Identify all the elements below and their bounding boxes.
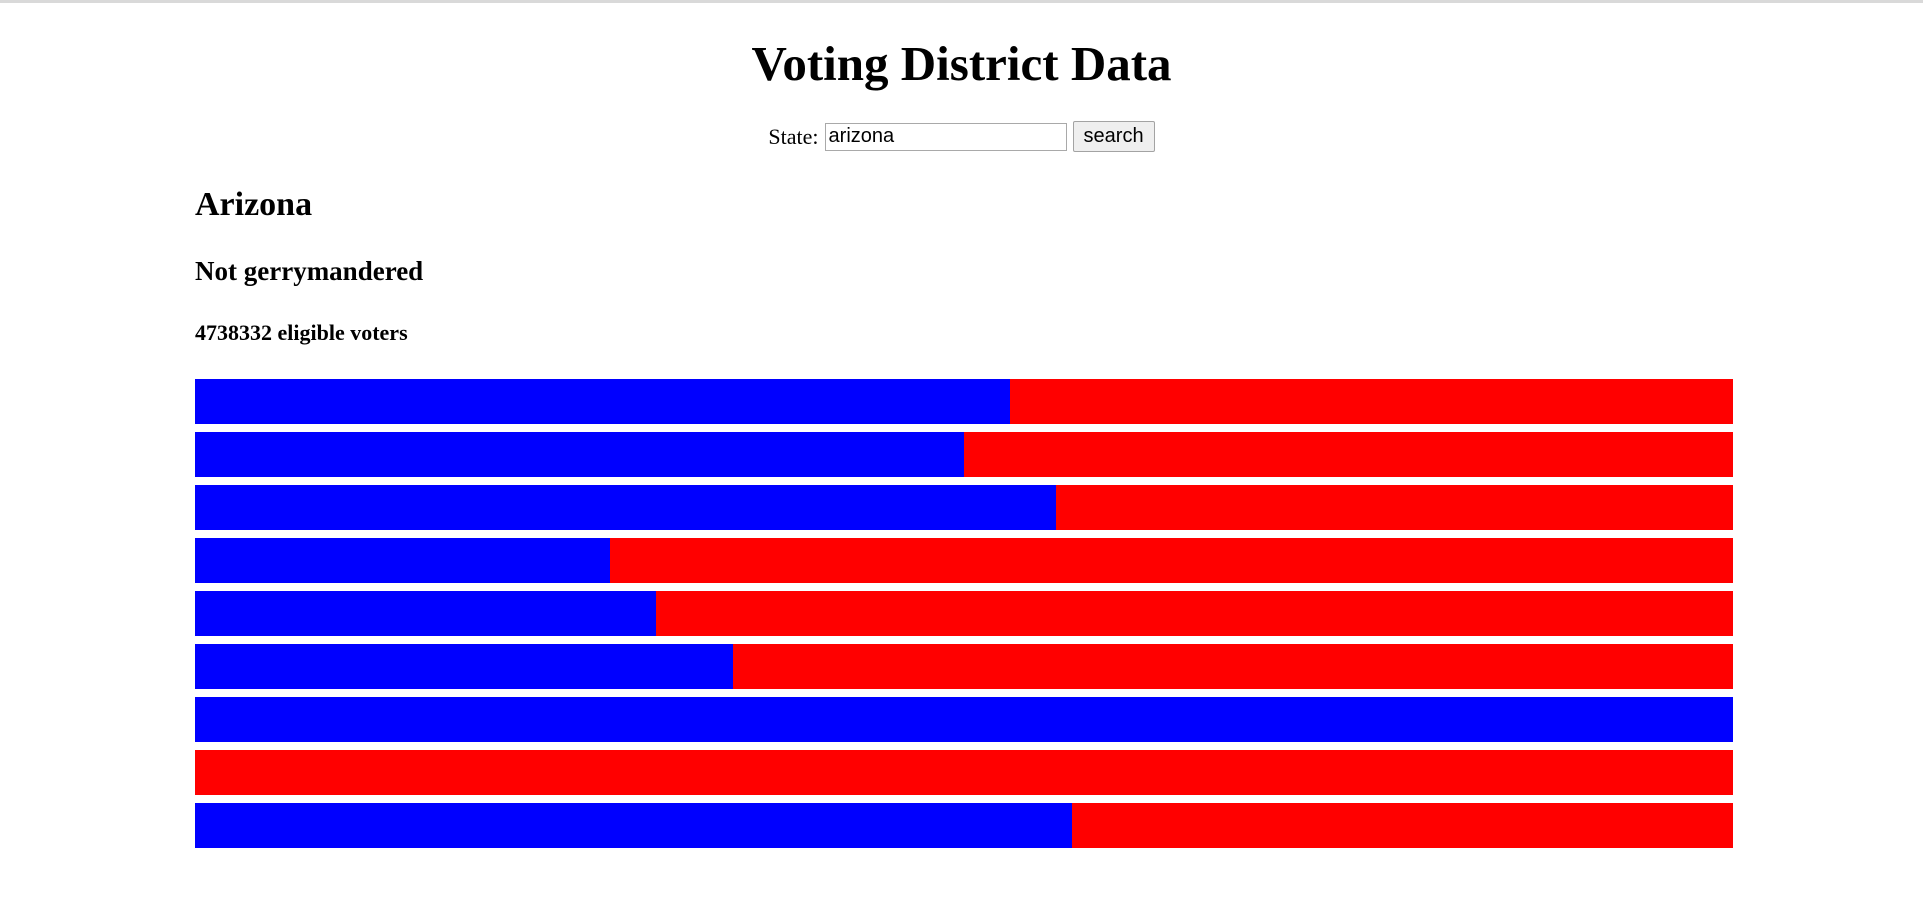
state-heading: Arizona — [195, 186, 313, 223]
top-divider — [0, 0, 1923, 3]
district-bar-blue-segment — [195, 803, 1072, 848]
district-bar-red-segment — [195, 750, 1733, 795]
district-bar-red-segment — [1010, 379, 1733, 424]
district-bar-red-segment — [610, 538, 1733, 583]
district-bar-blue-segment — [195, 432, 964, 477]
district-bar-9 — [195, 803, 1733, 848]
state-label: State: — [768, 123, 819, 149]
district-bar-6 — [195, 644, 1733, 689]
district-bar-blue-segment — [195, 697, 1733, 742]
district-bar-2 — [195, 432, 1733, 477]
district-bar-blue-segment — [195, 379, 1010, 424]
state-search-input[interactable] — [824, 122, 1067, 151]
district-bar-red-segment — [656, 591, 1733, 636]
district-bar-blue-segment — [195, 644, 733, 689]
district-bar-red-segment — [1056, 485, 1733, 530]
district-bar-7 — [195, 697, 1733, 742]
district-bar-red-segment — [733, 644, 1733, 689]
search-form: State: search — [0, 121, 1923, 152]
district-bar-5 — [195, 591, 1733, 636]
page-title: Voting District Data — [751, 36, 1172, 91]
eligible-voters-count: 4738332 eligible voters — [195, 320, 408, 345]
district-bar-red-segment — [964, 432, 1733, 477]
search-button[interactable]: search — [1072, 121, 1155, 152]
district-bars — [195, 379, 1733, 856]
district-bar-blue-segment — [195, 485, 1056, 530]
district-bar-blue-segment — [195, 591, 656, 636]
district-bar-blue-segment — [195, 538, 610, 583]
district-bar-red-segment — [1072, 803, 1733, 848]
district-bar-4 — [195, 538, 1733, 583]
gerrymander-status: Not gerrymandered — [195, 256, 424, 286]
district-bar-1 — [195, 379, 1733, 424]
district-bar-3 — [195, 485, 1733, 530]
district-bar-8 — [195, 750, 1733, 795]
